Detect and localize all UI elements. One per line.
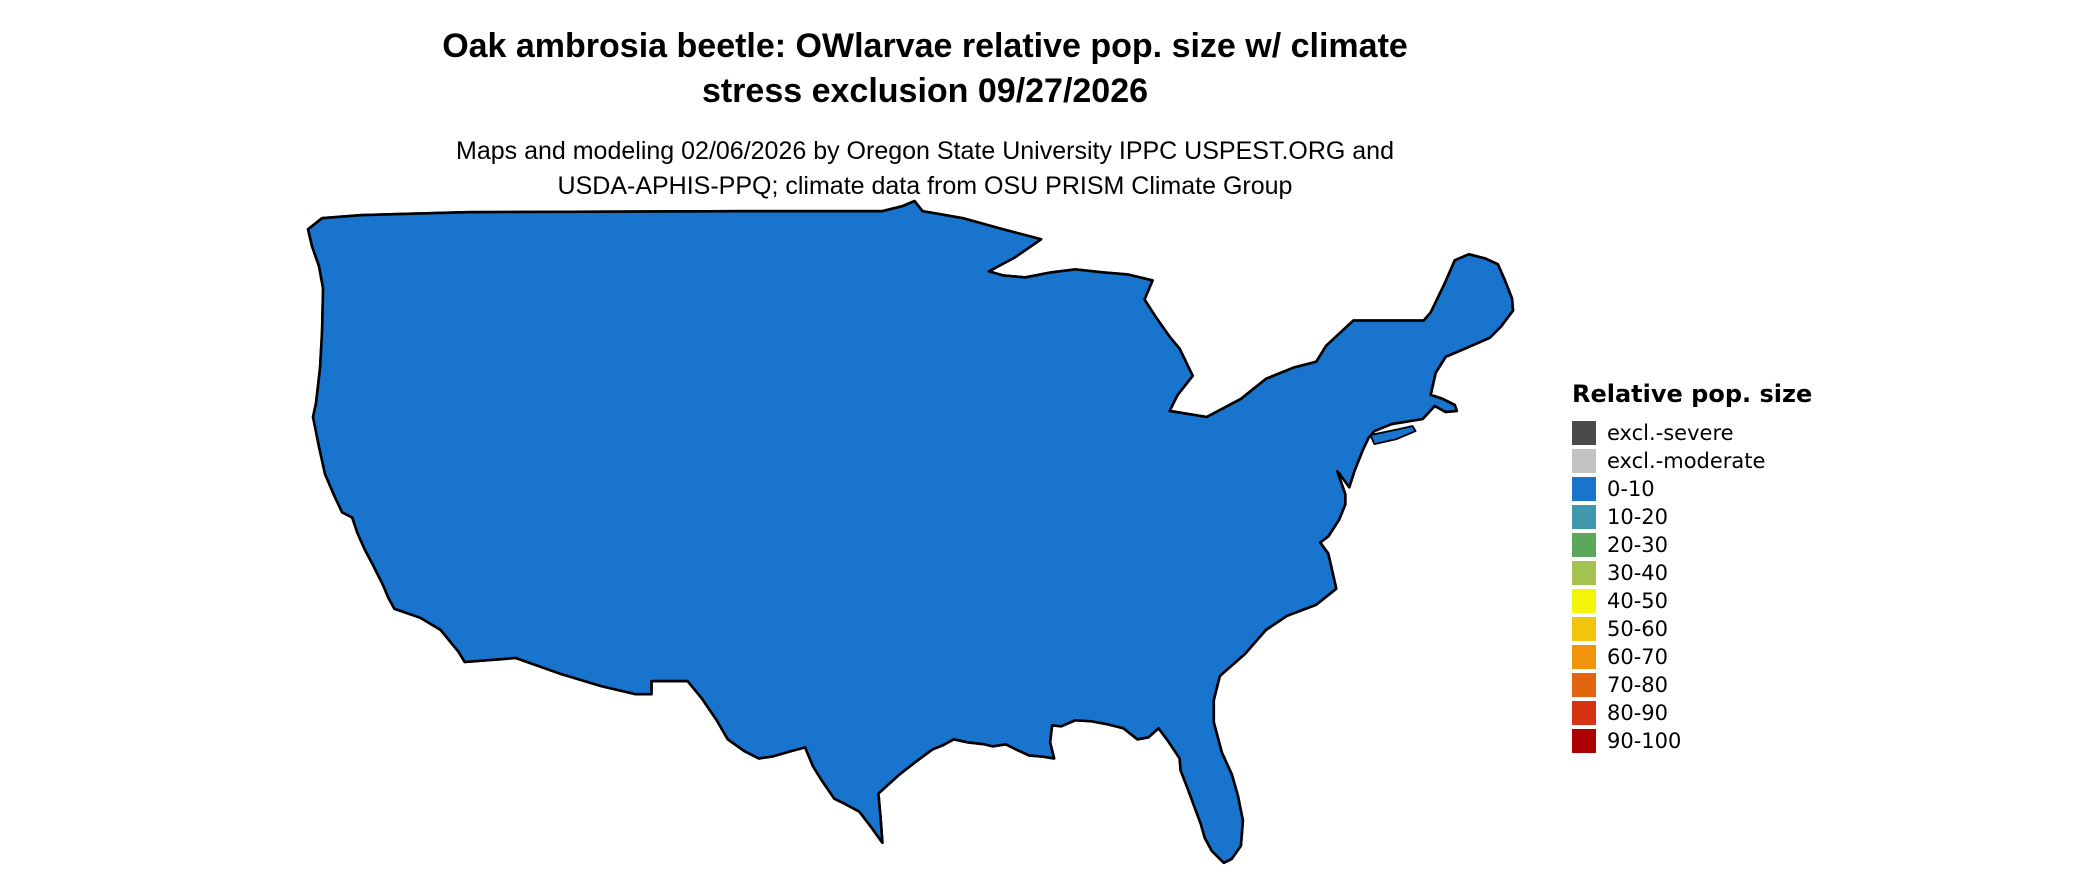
legend-swatch bbox=[1572, 588, 1596, 613]
map-subtitle-line2: USDA-APHIS-PPQ; climate data from OSU PR… bbox=[557, 172, 1293, 200]
legend-item: 30-40 bbox=[1572, 560, 1812, 585]
legend-item: excl.-moderate bbox=[1572, 448, 1812, 473]
legend-label: 20-30 bbox=[1607, 532, 1669, 557]
legend-swatch bbox=[1572, 448, 1596, 473]
legend-item: 0-10 bbox=[1572, 476, 1812, 501]
legend-label: excl.-moderate bbox=[1607, 448, 1766, 473]
legend-item: 50-60 bbox=[1572, 616, 1812, 641]
legend-swatch bbox=[1572, 700, 1596, 725]
legend-label: 90-100 bbox=[1607, 728, 1682, 753]
legend-label: 50-60 bbox=[1607, 616, 1669, 641]
legend-swatch bbox=[1572, 420, 1596, 445]
figure-titles: Oak ambrosia beetle: OWlarvae relative p… bbox=[0, 24, 1850, 204]
legend-item: 10-20 bbox=[1572, 504, 1812, 529]
us-outline-stroke bbox=[306, 199, 1515, 865]
legend-label: excl.-severe bbox=[1607, 420, 1734, 445]
legend-label: 0-10 bbox=[1607, 476, 1655, 501]
legend-swatch bbox=[1572, 672, 1596, 697]
legend-item: 20-30 bbox=[1572, 532, 1812, 557]
us-map bbox=[300, 198, 1515, 881]
map-title-line2: stress exclusion 09/27/2026 bbox=[701, 72, 1149, 110]
us-map-svg bbox=[306, 199, 1515, 865]
legend-title: Relative pop. size bbox=[1572, 380, 1813, 408]
legend-swatch bbox=[1572, 504, 1596, 529]
map-title: Oak ambrosia beetle: OWlarvae relative p… bbox=[0, 24, 1850, 114]
map-subtitle: Maps and modeling 02/06/2026 by Oregon S… bbox=[0, 134, 1850, 204]
legend-label: 30-40 bbox=[1607, 560, 1669, 585]
map-subtitle-line1: Maps and modeling 02/06/2026 by Oregon S… bbox=[456, 137, 1394, 165]
legend-item: 80-90 bbox=[1572, 700, 1812, 725]
legend-items: excl.-severe excl.-moderate 0-10 10-20 20-30… bbox=[1572, 420, 1812, 753]
map-title-line1: Oak ambrosia beetle: OWlarvae relative p… bbox=[442, 27, 1408, 65]
legend-label: 70-80 bbox=[1607, 672, 1669, 697]
legend-item: 90-100 bbox=[1572, 728, 1812, 753]
legend-label: 40-50 bbox=[1607, 588, 1669, 613]
legend-item: 70-80 bbox=[1572, 672, 1812, 697]
legend-label: 60-70 bbox=[1607, 644, 1669, 669]
legend-item: excl.-severe bbox=[1572, 420, 1812, 445]
legend-label: 80-90 bbox=[1607, 700, 1669, 725]
legend-swatch bbox=[1572, 644, 1596, 669]
legend-label: 10-20 bbox=[1607, 504, 1669, 529]
long-island bbox=[1369, 425, 1417, 446]
legend: Relative pop. size excl.-severe excl.-mod… bbox=[1572, 380, 1812, 756]
legend-item: 40-50 bbox=[1572, 588, 1812, 613]
legend-item: 60-70 bbox=[1572, 644, 1812, 669]
legend-swatch bbox=[1572, 616, 1596, 641]
legend-swatch bbox=[1572, 728, 1596, 753]
legend-swatch bbox=[1572, 476, 1596, 501]
legend-swatch bbox=[1572, 560, 1596, 585]
legend-swatch bbox=[1572, 532, 1596, 557]
